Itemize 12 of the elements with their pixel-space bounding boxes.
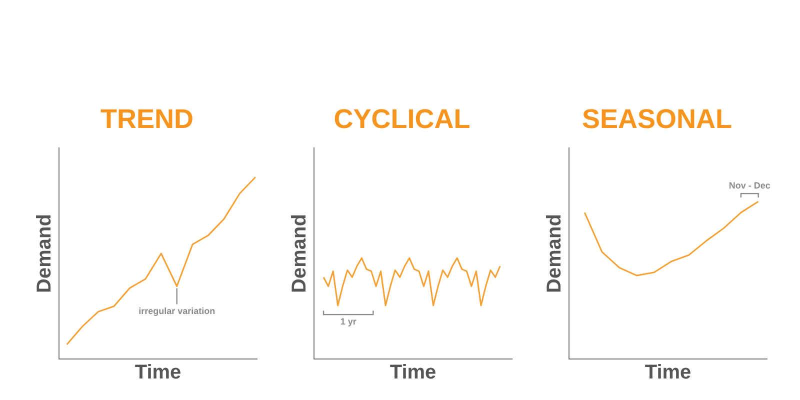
chart-title: TREND — [100, 104, 194, 136]
x-axis-title: Time — [390, 362, 436, 384]
chart-title: CYCLICAL — [332, 104, 472, 136]
text: Nov - Dec — [728, 180, 770, 191]
chart-title: SEASONAL — [580, 104, 734, 136]
y-axis-title: Demand — [34, 214, 56, 293]
annotation: irregular variation — [138, 306, 216, 316]
x-axis-title: Time — [644, 362, 692, 384]
annotation: 1 yr — [340, 316, 357, 327]
y-axis-title: Demand — [288, 214, 311, 293]
x-axis-title: Time — [134, 362, 182, 384]
y-axis-title: Demand — [544, 214, 566, 293]
